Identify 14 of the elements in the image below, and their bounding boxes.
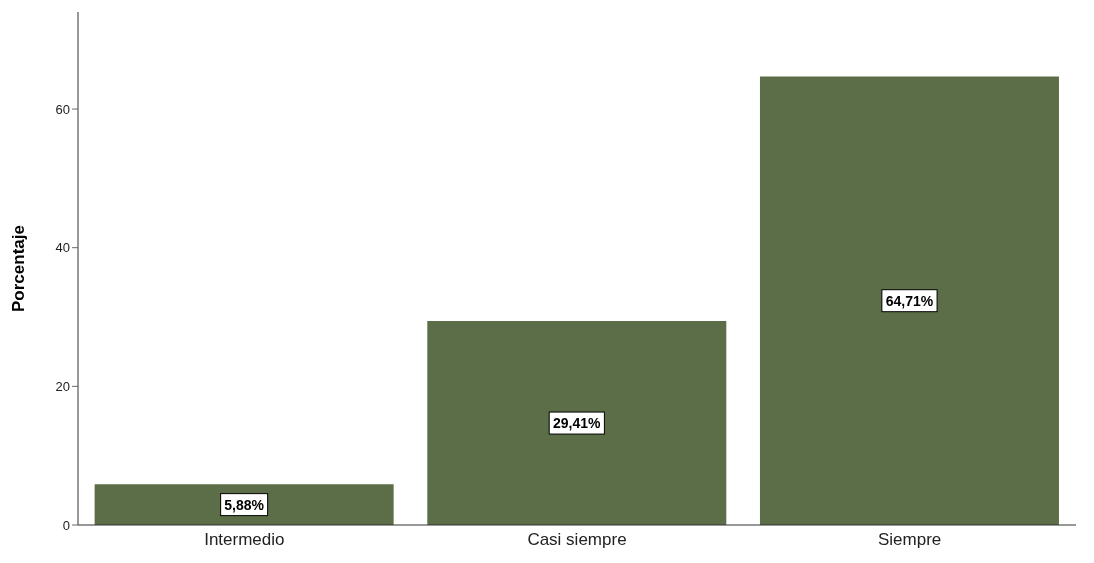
y-axis-title: Porcentaje bbox=[9, 225, 29, 312]
data-label: 29,41% bbox=[553, 415, 602, 432]
y-tick-label: 60 bbox=[55, 101, 70, 117]
data-label: 64,71% bbox=[885, 292, 934, 309]
x-tick-label: Siempre bbox=[878, 530, 942, 550]
bar bbox=[759, 76, 1059, 525]
x-tick-label: Intermedio bbox=[204, 530, 285, 550]
y-tick-label: 40 bbox=[55, 240, 70, 256]
y-tick-label: 0 bbox=[62, 517, 70, 533]
y-tick-label: 20 bbox=[55, 378, 70, 394]
bar bbox=[94, 484, 394, 525]
x-tick-label: Casi siempre bbox=[527, 530, 627, 550]
bar bbox=[427, 321, 727, 525]
data-label: 5,88% bbox=[224, 496, 265, 513]
